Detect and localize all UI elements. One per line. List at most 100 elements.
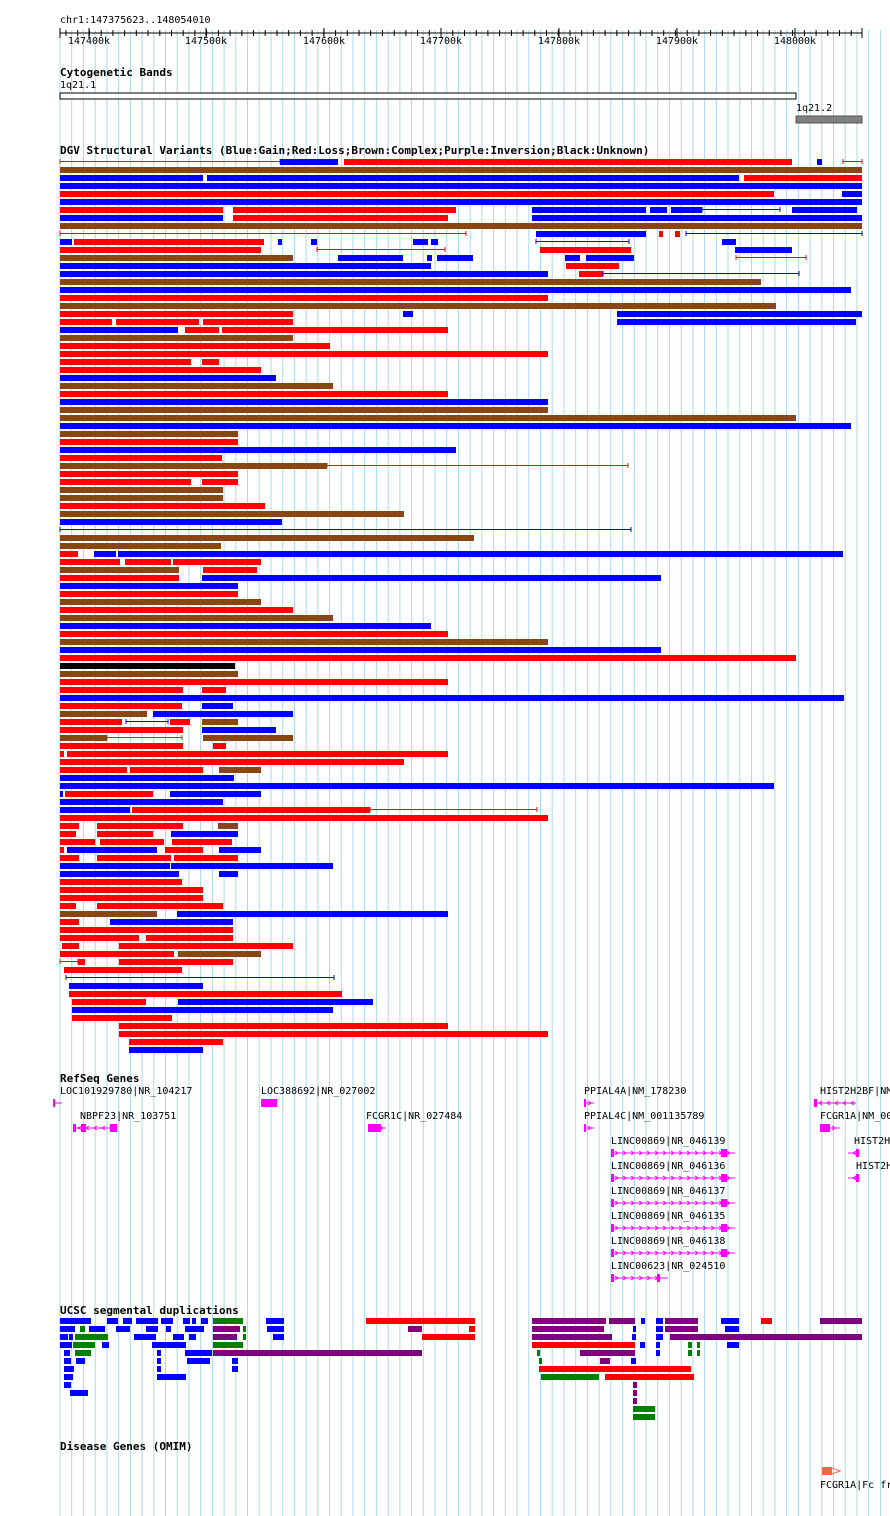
segdup-bar — [64, 1366, 74, 1372]
variant-bar — [60, 855, 79, 861]
variant-bar — [675, 231, 680, 237]
variant-bar — [60, 463, 327, 469]
gene-label[interactable]: NBPF23|NR_103751 — [80, 1111, 177, 1122]
gene-strand-arrow — [662, 1175, 667, 1181]
variant-bar — [60, 215, 223, 221]
variant-bar — [69, 983, 203, 989]
variant-bar — [60, 871, 179, 877]
gene-label[interactable]: LINC00869|NR_046139 — [611, 1136, 726, 1147]
cytoband-track-title[interactable]: Cytogenetic Bands — [60, 66, 173, 79]
gene-strand-arrow — [587, 1125, 592, 1131]
gene-exon — [611, 1224, 614, 1232]
gene-strand-arrow — [646, 1200, 651, 1206]
variant-bar — [60, 711, 147, 717]
variant-bar — [60, 551, 78, 557]
gene-strand-arrow — [826, 1100, 831, 1106]
segdup-bar — [725, 1326, 739, 1332]
gene-strand-arrow — [638, 1150, 643, 1156]
segdup-bar — [157, 1366, 161, 1372]
gene-strand-arrow — [686, 1150, 691, 1156]
gene-label[interactable]: LOC101929780|NR_104217 — [60, 1086, 193, 1097]
variant-bar — [722, 239, 736, 245]
gene-exon — [261, 1099, 277, 1107]
segdup-bar — [146, 1326, 158, 1332]
gene-label[interactable]: LOC388692|NR_027002 — [261, 1086, 376, 1097]
gene-strand-arrow — [587, 1100, 592, 1106]
variant-bar — [60, 743, 183, 749]
gene-label[interactable]: LINC00623|NR_024510 — [611, 1261, 726, 1272]
gene-label[interactable]: FCGR1C|NR_027484 — [366, 1111, 463, 1122]
gene-strand-arrow — [662, 1150, 667, 1156]
variant-bar — [165, 847, 203, 853]
segdup-bar — [273, 1334, 284, 1340]
segdup-bar — [537, 1350, 540, 1356]
omim-gene-label[interactable]: FCGR1A|Fc fr — [820, 1480, 890, 1491]
gene-strand-arrow — [630, 1200, 635, 1206]
variant-bar — [64, 967, 182, 973]
gene-label[interactable]: LINC00869|NR_046138 — [611, 1236, 726, 1247]
variant-bar — [60, 647, 661, 653]
variant-bar — [403, 311, 413, 317]
variant-bar — [60, 423, 851, 429]
gene-label[interactable]: HIST2H — [854, 1136, 890, 1147]
gene-label[interactable]: FCGR1A|NM_00 — [820, 1111, 890, 1122]
gene-label[interactable]: HIST2H2BF|NM — [820, 1086, 890, 1097]
segdup-bar — [605, 1374, 694, 1380]
variant-bar — [72, 999, 146, 1005]
gene-exon — [856, 1174, 859, 1182]
variant-bar — [118, 551, 843, 557]
gene-label[interactable]: PPIAL4A|NM_178230 — [584, 1086, 687, 1097]
variant-bar — [60, 503, 265, 509]
variant-bar — [119, 1031, 548, 1037]
variant-bar — [97, 855, 171, 861]
gene-strand-arrow — [371, 1125, 376, 1131]
refseq-track-title[interactable]: RefSeq Genes — [60, 1072, 140, 1085]
gene-exon — [721, 1199, 727, 1207]
variant-bar — [218, 823, 238, 829]
variant-bar — [60, 695, 844, 701]
variant-bar — [540, 247, 631, 253]
variant-bar — [67, 751, 448, 757]
segdup-bar — [532, 1342, 635, 1348]
gene-strand-arrow — [694, 1175, 699, 1181]
gene-strand-arrow — [630, 1150, 635, 1156]
gene-label[interactable]: LINC00869|NR_046136 — [611, 1161, 726, 1172]
variant-bar — [311, 239, 317, 245]
gene-strand-arrow — [694, 1200, 699, 1206]
variant-bar — [62, 943, 79, 949]
segdup-bar — [266, 1318, 284, 1324]
segdup-bar — [633, 1390, 637, 1396]
variant-bar — [60, 703, 182, 709]
variant-bar — [842, 191, 862, 197]
gene-strand-arrow — [718, 1225, 723, 1231]
variant-bar — [116, 319, 199, 325]
segdup-bar — [532, 1334, 612, 1340]
dgv-track-title[interactable]: DGV Structural Variants (Blue:Gain;Red:L… — [60, 144, 650, 157]
gene-label[interactable]: LINC00869|NR_046135 — [611, 1211, 726, 1222]
segdup-bar — [134, 1334, 156, 1340]
variant-bar — [185, 327, 219, 333]
ruler-tick-label: 147800k — [538, 36, 580, 47]
segdup-bar — [166, 1326, 171, 1332]
omim-track-title[interactable]: Disease Genes (OMIM) — [60, 1440, 193, 1453]
gene-strand-arrow — [694, 1225, 699, 1231]
gene-strand-arrow — [646, 1150, 651, 1156]
segdup-track-title[interactable]: UCSC segmental duplications — [60, 1304, 239, 1317]
gene-strand-arrow — [622, 1200, 627, 1206]
variant-bar — [60, 223, 862, 229]
variant-bar — [280, 159, 338, 165]
variant-bar — [566, 263, 619, 269]
gene-label[interactable]: LINC00869|NR_046137 — [611, 1186, 726, 1197]
ruler-tick-label: 147700k — [420, 36, 462, 47]
variant-bar — [60, 367, 261, 373]
variant-bar — [60, 927, 233, 933]
gene-exon — [81, 1124, 86, 1132]
gene-label[interactable]: PPIAL4C|NM_001135789 — [584, 1111, 705, 1122]
variant-bar — [60, 295, 548, 301]
segdup-bar — [541, 1374, 599, 1380]
gene-label[interactable]: HIST2H — [856, 1161, 890, 1172]
segdup-bar — [539, 1366, 691, 1372]
variant-bar — [60, 303, 776, 309]
gene-strand-arrow — [686, 1250, 691, 1256]
